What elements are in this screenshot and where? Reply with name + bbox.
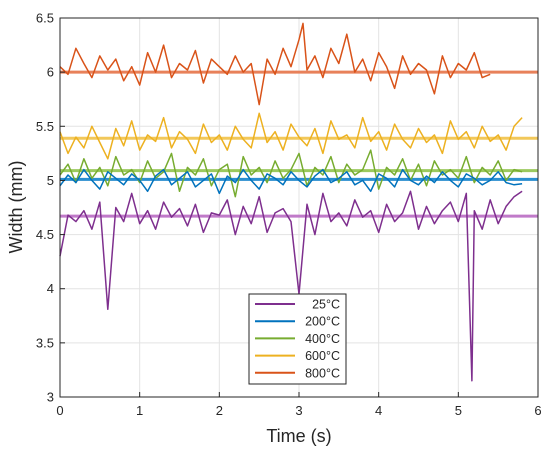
x-tick-label: 1 xyxy=(136,403,143,418)
series-line xyxy=(59,168,523,195)
y-axis-title: Width (mm) xyxy=(6,161,26,254)
legend-label: 800°C xyxy=(305,366,340,380)
series-line xyxy=(59,22,491,106)
legend-label: 400°C xyxy=(305,332,340,346)
series-lines xyxy=(59,22,523,382)
y-tick-label: 3 xyxy=(47,390,54,405)
x-tick-label: 3 xyxy=(295,403,302,418)
x-tick-label: 5 xyxy=(455,403,462,418)
y-tick-label: 5.5 xyxy=(36,119,54,134)
y-tick-label: 3.5 xyxy=(36,335,54,350)
y-tick-label: 5 xyxy=(47,173,54,188)
legend-label: 600°C xyxy=(305,349,340,363)
legend-label: 200°C xyxy=(305,315,340,329)
series-line xyxy=(59,190,523,382)
y-tick-label: 4 xyxy=(47,281,54,296)
x-tick-label: 0 xyxy=(56,403,63,418)
axis-ticks xyxy=(59,17,539,398)
y-tick-label: 6.5 xyxy=(36,11,54,26)
x-tick-label: 2 xyxy=(216,403,223,418)
legend-label: 25°C xyxy=(312,298,340,312)
series-line xyxy=(59,112,523,160)
tick-labels: 0 1 2 3 4 5 6 3 3.5 4 4.5 5 5.5 6 6.5 xyxy=(36,11,542,419)
x-axis-title: Time (s) xyxy=(266,426,331,446)
legend: 25°C 200°C 400°C 600°C 800°C xyxy=(248,293,347,385)
y-tick-label: 4.5 xyxy=(36,227,54,242)
x-tick-label: 6 xyxy=(534,403,541,418)
y-tick-label: 6 xyxy=(47,65,54,80)
x-tick-label: 4 xyxy=(375,403,382,418)
